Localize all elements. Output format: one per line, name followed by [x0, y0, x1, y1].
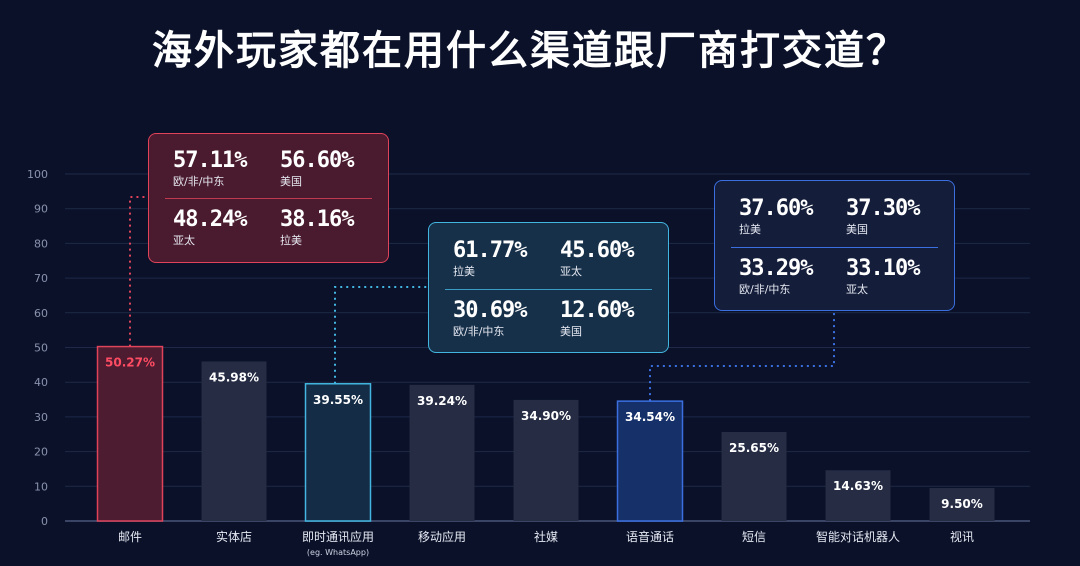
bar-value-label: 25.65%	[729, 441, 779, 455]
y-tick-label: 30	[34, 411, 48, 424]
callout-region: 美国	[846, 223, 868, 236]
callout-region: 亚太	[846, 283, 868, 296]
connector-email	[129, 196, 148, 347]
callout-value: 37.60%	[739, 196, 813, 221]
callout-im-item: 30.69% 欧/非/中东	[453, 298, 527, 339]
y-tick-label: 60	[34, 307, 48, 320]
callout-im-item: 45.60% 亚太	[560, 238, 634, 279]
callout-region: 亚太	[560, 265, 582, 278]
callout-divider	[445, 289, 652, 290]
x-category-label: 邮件	[118, 530, 142, 544]
callout-value: 61.77%	[453, 238, 527, 263]
bar	[409, 384, 475, 521]
bar-value-label: 45.98%	[209, 370, 259, 384]
callout-region: 美国	[560, 325, 582, 338]
callout-email: 57.11% 欧/非/中东 56.60% 美国 48.24% 亚太 38.16%…	[148, 133, 389, 263]
callout-email-item: 38.16% 拉美	[280, 207, 354, 248]
callout-region: 拉美	[739, 223, 761, 236]
bar-value-label: 39.24%	[417, 394, 467, 408]
x-category-sublabel: (eg. WhatsApp)	[307, 548, 369, 557]
x-category-label: 实体店	[216, 529, 252, 544]
callout-region: 亚太	[173, 234, 195, 247]
y-tick-label: 50	[34, 342, 48, 355]
callout-voice-item: 33.10% 亚太	[846, 256, 920, 297]
bar-value-label: 9.50%	[941, 497, 983, 511]
y-tick-label: 80	[34, 237, 48, 250]
y-tick-label: 0	[41, 515, 48, 528]
callout-value: 48.24%	[173, 207, 247, 232]
x-category-label: 视讯	[950, 529, 974, 544]
y-tick-label: 10	[34, 480, 48, 493]
callout-region: 欧/非/中东	[453, 325, 505, 338]
bar	[721, 431, 787, 521]
callout-region: 欧/非/中东	[739, 283, 791, 296]
callout-value: 57.11%	[173, 148, 247, 173]
callout-value: 45.60%	[560, 238, 634, 263]
callout-value: 56.60%	[280, 148, 354, 173]
bar-value-label: 14.63%	[833, 479, 883, 493]
bar-value-label: 34.90%	[521, 409, 571, 423]
callout-voice-item: 37.30% 美国	[846, 196, 920, 237]
callout-value: 33.10%	[846, 256, 920, 281]
bar	[201, 361, 267, 521]
callout-region: 美国	[280, 175, 302, 188]
bar-value-label: 39.55%	[313, 393, 363, 407]
callout-email-item: 57.11% 欧/非/中东	[173, 148, 247, 189]
chart-title: 海外玩家都在用什么渠道跟厂商打交道？	[152, 28, 908, 74]
x-category-label: 智能对话机器人	[816, 529, 900, 544]
bar	[929, 488, 995, 521]
x-category-label: 社媒	[534, 529, 558, 544]
connector-im	[334, 286, 428, 384]
callout-value: 38.16%	[280, 207, 354, 232]
callout-voice-item: 37.60% 拉美	[739, 196, 813, 237]
y-tick-label: 40	[34, 376, 48, 389]
x-category-label: 短信	[742, 530, 766, 544]
callout-value: 37.30%	[846, 196, 920, 221]
x-category-label: 即时通讯应用	[302, 529, 374, 544]
bar	[304, 383, 372, 522]
callout-value: 12.60%	[560, 298, 634, 323]
y-tick-label: 100	[27, 168, 48, 181]
callout-value: 30.69%	[453, 298, 527, 323]
y-tick-label: 20	[34, 446, 48, 459]
callout-im: 61.77% 拉美 45.60% 亚太 30.69% 欧/非/中东 12.60%…	[428, 222, 669, 353]
callout-region: 欧/非/中东	[173, 175, 225, 188]
bar	[616, 400, 684, 522]
x-category-label: 语音通话	[626, 529, 674, 544]
x-category-label: 移动应用	[418, 529, 466, 544]
bar	[825, 470, 891, 521]
callout-email-item: 48.24% 亚太	[173, 207, 247, 248]
bar	[96, 345, 164, 522]
callout-region: 拉美	[453, 265, 475, 278]
callout-region: 拉美	[280, 234, 302, 247]
bar	[513, 399, 579, 521]
bar-value-label: 34.54%	[625, 410, 675, 424]
callout-divider	[731, 247, 938, 248]
callout-email-item: 56.60% 美国	[280, 148, 354, 189]
callout-im-item: 61.77% 拉美	[453, 238, 527, 279]
callout-voice: 37.60% 拉美 37.30% 美国 33.29% 欧/非/中东 33.10%…	[714, 180, 955, 311]
connector-voice	[649, 311, 835, 402]
bar-value-label: 50.27%	[105, 356, 155, 370]
y-tick-label: 70	[34, 272, 48, 285]
callout-im-item: 12.60% 美国	[560, 298, 634, 339]
y-tick-label: 90	[34, 203, 48, 216]
callout-voice-item: 33.29% 欧/非/中东	[739, 256, 813, 297]
callout-value: 33.29%	[739, 256, 813, 281]
callout-divider	[165, 198, 372, 199]
